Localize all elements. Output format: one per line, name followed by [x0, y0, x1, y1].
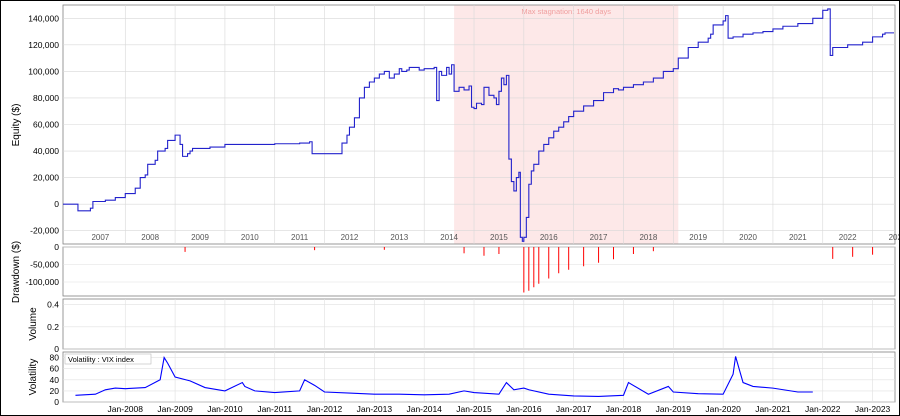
equity-y-title: Equity ($) — [11, 104, 22, 147]
date-tick-label: Jan-2022 — [805, 404, 841, 414]
volatility-plot-area — [62, 351, 896, 403]
drawdown-y-axis: 0 -50,000 -100,000 — [25, 242, 59, 287]
volume-y-tick: 0.2 — [47, 322, 59, 332]
equity-year-label: 2009 — [191, 233, 209, 242]
equity-year-label: 2023 — [889, 233, 899, 242]
equity-year-label: 2015 — [490, 233, 508, 242]
equity-year-label: 2022 — [839, 233, 857, 242]
date-tick-label: Jan-2015 — [456, 404, 492, 414]
equity-y-tick: 100,000 — [28, 66, 59, 76]
volume-plot-area — [62, 298, 896, 350]
equity-year-label: 2016 — [540, 233, 558, 242]
equity-y-tick: 120,000 — [28, 40, 59, 50]
equity-y-axis: -20,000 0 20,000 40,000 60,000 80,000 100,000 1… — [28, 13, 59, 235]
equity-year-labels: 2007 2008 2009 2010 2011 2012 2013 2014 2015 2016… — [91, 233, 899, 242]
equity-grid — [63, 5, 895, 244]
equity-y-tick: -20,000 — [30, 226, 59, 236]
date-tick-label: Jan-2023 — [855, 404, 891, 414]
date-tick-label: Jan-2008 — [108, 404, 144, 414]
equity-y-tick: 0 — [54, 199, 59, 209]
equity-y-tick: 80,000 — [33, 93, 59, 103]
volatility-grid — [63, 352, 895, 403]
equity-year-label: 2020 — [739, 233, 757, 242]
date-tick-label: Jan-2010 — [207, 404, 243, 414]
volume-grid — [63, 299, 895, 350]
equity-year-label: 2013 — [390, 233, 408, 242]
date-tick-label: Jan-2018 — [606, 404, 642, 414]
volume-y-title: Volume — [28, 307, 39, 341]
volume-y-tick: 0 — [54, 344, 59, 354]
equity-y-tick: 60,000 — [33, 120, 59, 130]
volatility-y-tick: 20 — [50, 386, 60, 396]
equity-y-tick: 140,000 — [28, 13, 59, 23]
drawdown-bars — [184, 247, 874, 293]
equity-year-label: 2011 — [291, 233, 309, 242]
equity-panel: Max stagnation: 1640 days -20,000 0 20,000… — [11, 4, 899, 245]
date-tick-label: Jan-2009 — [157, 404, 193, 414]
volatility-y-tick: 80 — [50, 353, 60, 363]
date-tick-label: Jan-2020 — [705, 404, 741, 414]
equity-year-label: 2018 — [639, 233, 657, 242]
volume-panel: 0 0.2 0.4 Volume — [28, 298, 896, 354]
date-axis: Jan-2008 Jan-2009 Jan-2010 Jan-2011 Jan-2012… — [108, 404, 891, 414]
drawdown-y-tick: -100,000 — [25, 277, 59, 287]
volatility-y-tick: 0 — [54, 397, 59, 407]
date-tick-label: Jan-2019 — [656, 404, 692, 414]
equity-year-label: 2021 — [789, 233, 807, 242]
drawdown-grid — [63, 246, 895, 283]
equity-line — [63, 8, 894, 242]
equity-year-label: 2007 — [91, 233, 109, 242]
equity-y-tick: 20,000 — [33, 173, 59, 183]
date-tick-label: Jan-2016 — [506, 404, 542, 414]
volatility-line — [75, 356, 813, 397]
drawdown-y-title: Drawdown ($) — [11, 241, 22, 303]
stagnation-label: Max stagnation: 1640 days — [521, 7, 611, 16]
date-tick-label: Jan-2012 — [307, 404, 343, 414]
date-tick-label: Jan-2014 — [406, 404, 442, 414]
volatility-y-tick: 40 — [50, 375, 60, 385]
equity-year-label: 2017 — [590, 233, 608, 242]
volatility-legend: Volatility : VIX index — [68, 355, 134, 364]
drawdown-panel: 0 -50,000 -100,000 Drawdown ($) — [11, 241, 896, 303]
equity-year-label: 2012 — [341, 233, 359, 242]
volume-y-tick: 0.4 — [47, 300, 59, 310]
drawdown-y-tick: -50,000 — [30, 260, 59, 270]
date-tick-label: Jan-2021 — [755, 404, 791, 414]
equity-year-label: 2010 — [241, 233, 259, 242]
date-tick-label: Jan-2017 — [556, 404, 592, 414]
equity-y-tick: 40,000 — [33, 146, 59, 156]
equity-year-label: 2014 — [440, 233, 458, 242]
equity-year-label: 2008 — [141, 233, 159, 242]
date-tick-label: Jan-2011 — [257, 404, 292, 414]
volatility-y-tick: 60 — [50, 364, 60, 374]
equity-year-label: 2019 — [689, 233, 707, 242]
drawdown-y-tick: 0 — [54, 242, 59, 252]
drawdown-plot-area — [62, 246, 896, 297]
volume-y-axis: 0 0.2 0.4 — [47, 300, 59, 354]
volatility-y-title: Volatility — [28, 359, 39, 396]
date-tick-label: Jan-2013 — [357, 404, 393, 414]
volatility-legend-box — [64, 353, 152, 365]
